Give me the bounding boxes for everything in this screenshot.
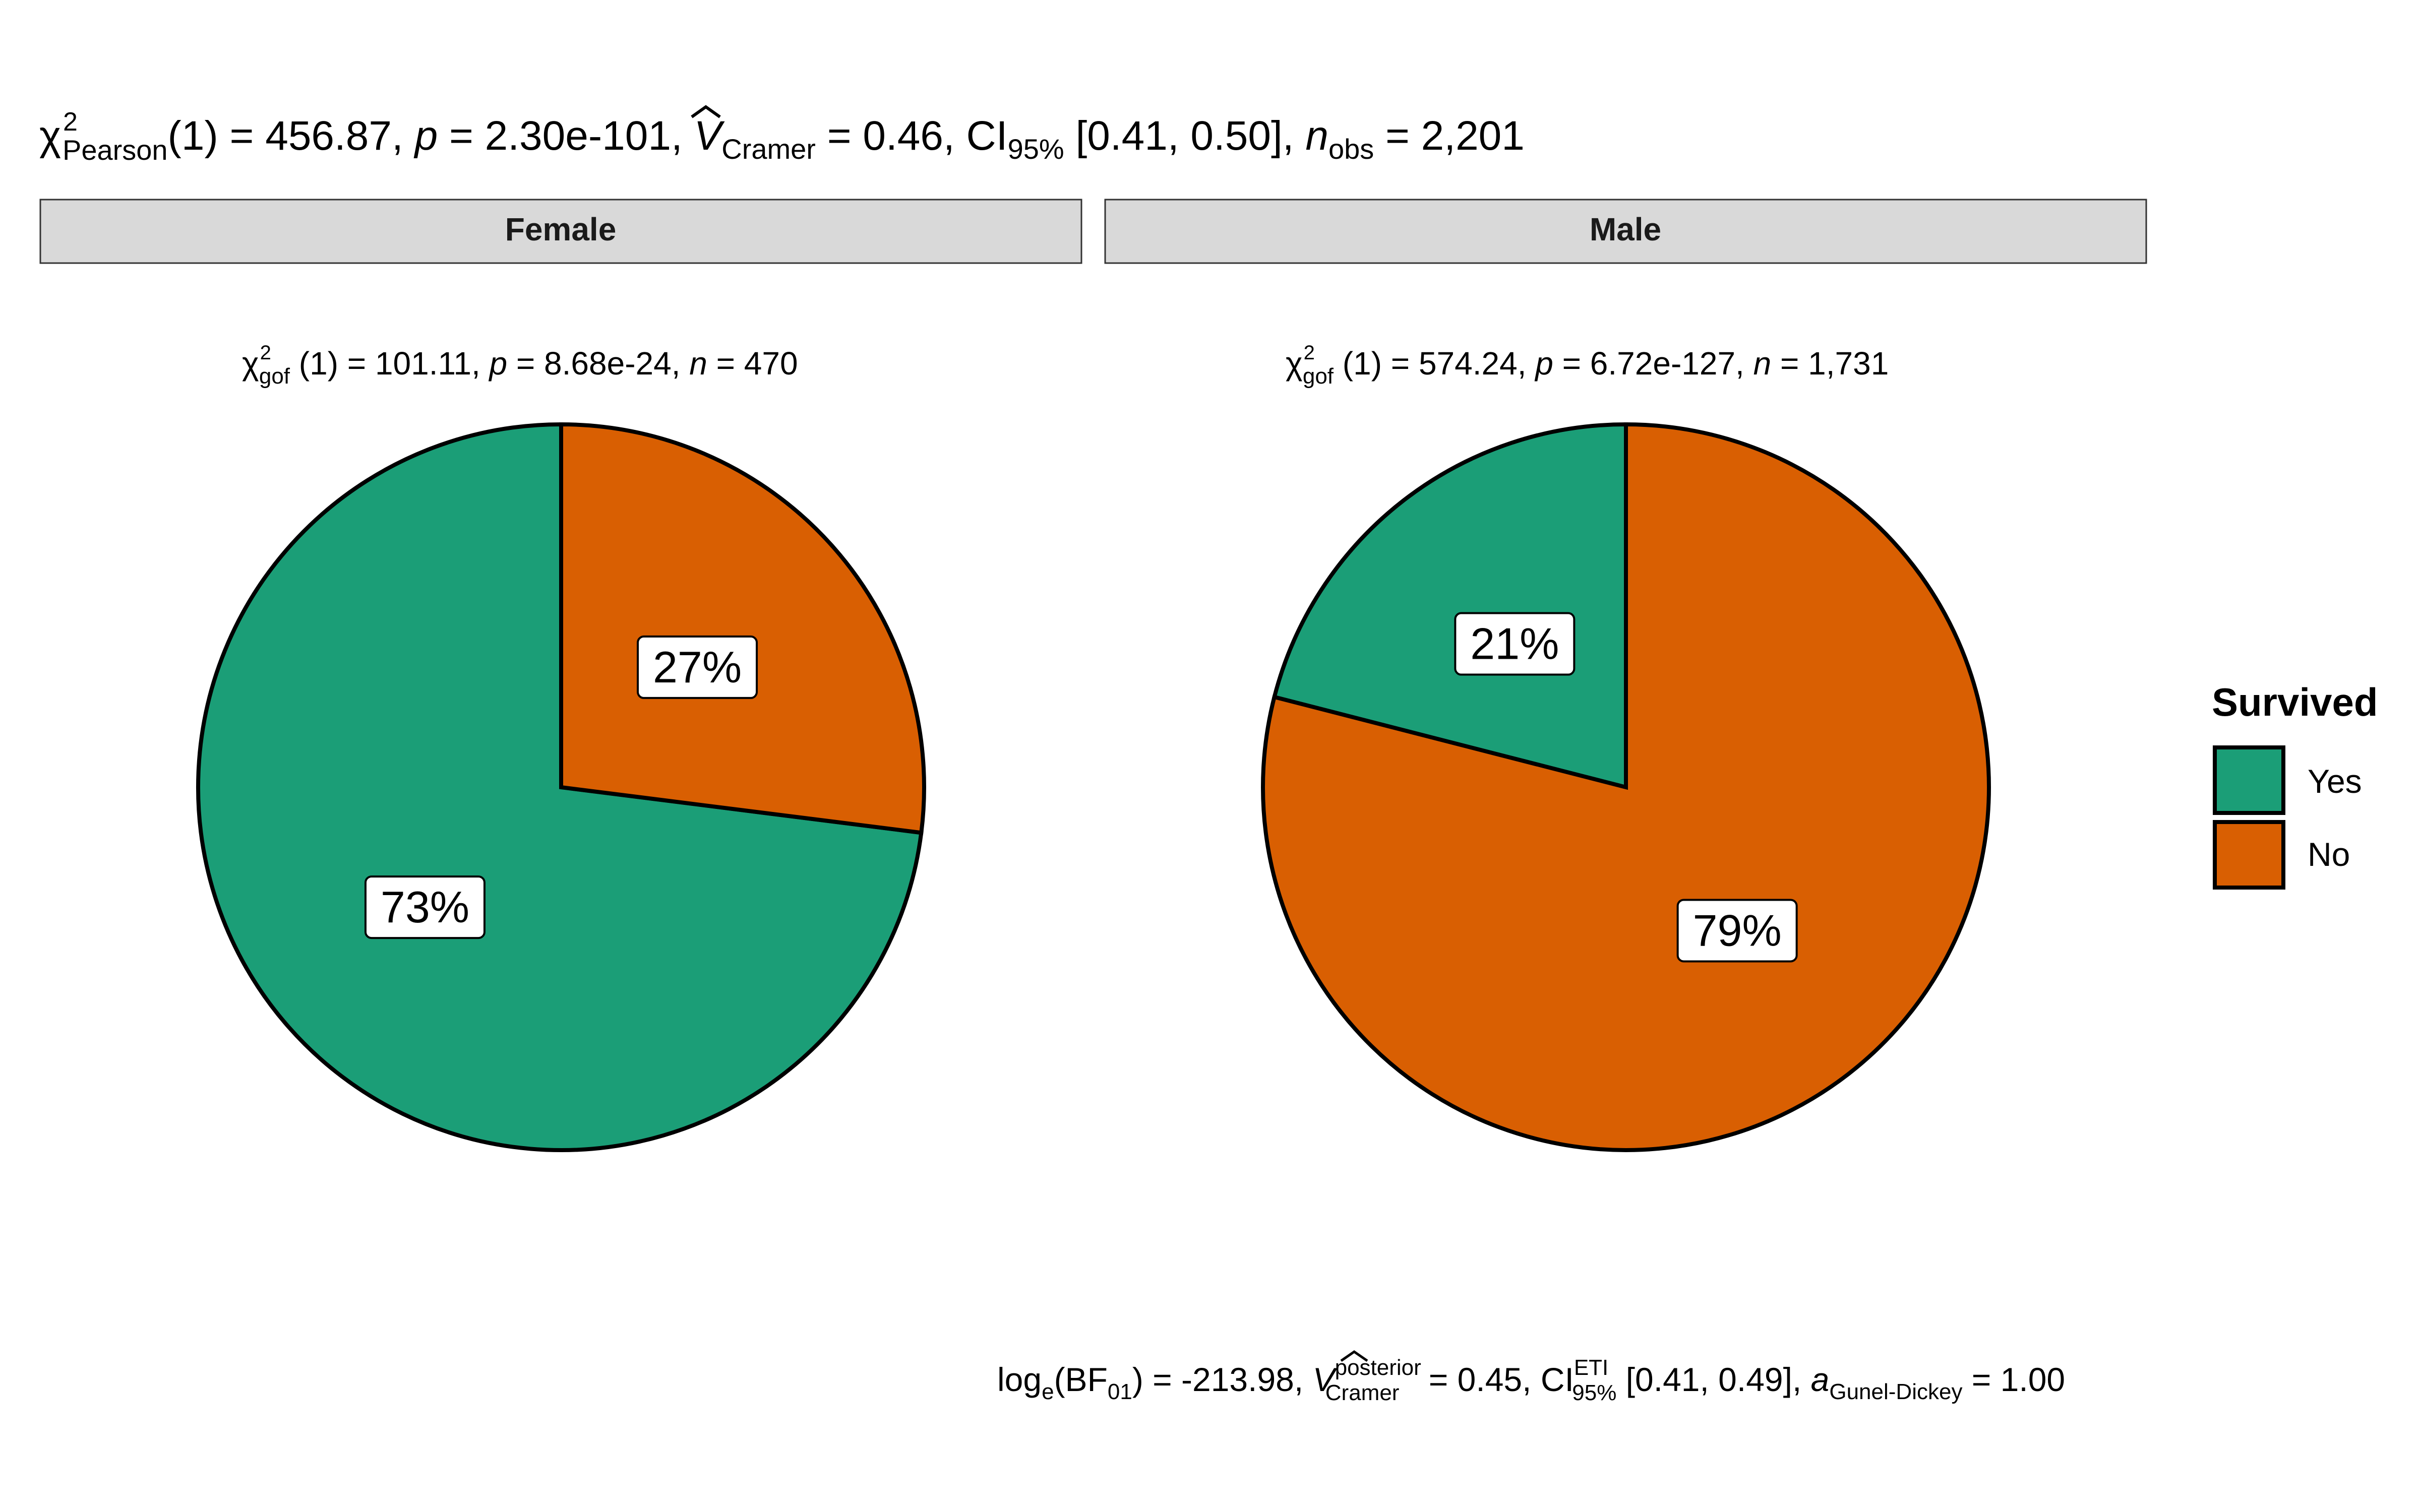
- legend-label-yes: Yes: [2308, 763, 2362, 800]
- title-sup: 2: [63, 107, 78, 137]
- female-slice-label-yes: 73%: [364, 875, 486, 939]
- female-subtitle-n-label: n: [689, 345, 707, 382]
- caption-v-hat: [1340, 1350, 1368, 1362]
- female-subtitle-stat: (1) = 101.11,: [290, 345, 490, 382]
- male-subtitle-sup: 2: [1304, 342, 1315, 364]
- caption-v-label: V: [1313, 1361, 1338, 1398]
- female-subtitle-chi: χ: [242, 345, 259, 382]
- title-sub: Pearson: [63, 134, 168, 166]
- legend-label-no: No: [2308, 836, 2350, 873]
- male-slice-label-yes: 21%: [1454, 612, 1576, 676]
- male-slice-label-box: [1676, 899, 1798, 963]
- male-subtitle-p-label: p: [1534, 345, 1553, 382]
- title-df: (1) = 456.87,: [168, 113, 415, 159]
- facet-strip-male: [1104, 199, 2147, 264]
- caption-v-sup: posterior: [1335, 1355, 1421, 1380]
- male-slice-label-box: [1454, 612, 1576, 676]
- female-slice-no: [559, 422, 926, 835]
- female-slice-label-no: 27%: [637, 635, 758, 699]
- legend-key-yes: [2213, 745, 2285, 815]
- caption-a-label: a: [1811, 1361, 1830, 1398]
- pie-female: 73% 27%: [196, 422, 926, 1152]
- female-slice-label-text: 73%: [381, 882, 469, 932]
- title-n-value: = 2,201: [1374, 113, 1525, 159]
- male-slice-label-text: 21%: [1470, 619, 1559, 669]
- caption-log: log: [997, 1361, 1042, 1398]
- female-subtitle-p-value: = 8.68e-24,: [507, 345, 689, 382]
- female-subtitle-sub: gof: [259, 364, 290, 389]
- caption-a-value: = 1.00: [1962, 1361, 2065, 1398]
- title-v-hat: [691, 105, 721, 118]
- male-slice-label-text: 79%: [1693, 905, 1782, 955]
- caption-v-value: = 0.45, CI: [1419, 1361, 1574, 1398]
- male-slice-yes: [1272, 422, 1628, 790]
- male-subtitle-stat: (1) = 574.24,: [1334, 345, 1535, 382]
- title-v-sub: Cramer: [721, 133, 816, 165]
- male-slice-label-no: 79%: [1676, 899, 1798, 963]
- title-v-value: = 0.46, CI: [816, 113, 1008, 159]
- title-p-label: p: [413, 113, 438, 159]
- female-slice-label-box: [637, 635, 758, 699]
- legend-title: Survived: [2212, 680, 2378, 724]
- caption-bf: (BF: [1054, 1361, 1108, 1398]
- female-slice-label-text: 27%: [653, 642, 742, 692]
- caption-ci-sup: ETI: [1574, 1355, 1608, 1380]
- caption-ci-sub: 95%: [1572, 1380, 1616, 1405]
- female-subtitle-n-value: = 470: [707, 345, 798, 382]
- male-subtitle: χ2 gof (1) = 574.24, p = 6.72e-127, n = 1…: [1286, 342, 1889, 389]
- legend-key-no: [2213, 820, 2285, 890]
- male-slice-no: [1261, 422, 1991, 1152]
- caption-log-sub: e: [1042, 1379, 1054, 1404]
- chart-title: χ2 Pearson(1) = 456.87, p = 2.30e-101, VC…: [39, 107, 1525, 166]
- title-chi: χ: [39, 113, 61, 159]
- title-ci-sub: 95%: [1008, 133, 1064, 165]
- chart-caption: loge(BF01) = -213.98, Vposterior Cramer =…: [997, 1355, 2065, 1405]
- male-subtitle-p-value: = 6.72e-127,: [1553, 345, 1753, 382]
- facet-strip-male-label: Male: [1590, 211, 1661, 247]
- male-subtitle-n-value: = 1,731: [1771, 345, 1889, 382]
- caption-a-sub: Gunel-Dickey: [1829, 1379, 1962, 1404]
- facet-strip-female-label: Female: [505, 211, 617, 247]
- title-n-label: n: [1305, 113, 1328, 159]
- title-p-value: = 2.30e-101,: [438, 113, 694, 159]
- caption-bf-sub: 01: [1108, 1379, 1132, 1404]
- title-v-label: V: [694, 113, 725, 159]
- female-subtitle-p-label: p: [489, 345, 508, 382]
- male-subtitle-chi: χ: [1286, 345, 1303, 382]
- male-subtitle-n-label: n: [1753, 345, 1772, 382]
- title-n-sub: obs: [1328, 133, 1374, 165]
- caption-ci-value: [0.41, 0.49],: [1616, 1361, 1810, 1398]
- caption-bf-value: ) = -213.98,: [1132, 1361, 1313, 1398]
- title-ci-value: [0.41, 0.50],: [1064, 113, 1306, 159]
- female-subtitle: χ2 gof (1) = 101.11, p = 8.68e-24, n = 47…: [242, 342, 798, 389]
- caption-v-sub: Cramer: [1325, 1380, 1400, 1405]
- pie-male: 21% 79%: [1261, 422, 1991, 1152]
- female-subtitle-sup: 2: [260, 342, 271, 364]
- facet-strip-female: [39, 199, 1082, 264]
- female-slice-label-box: [364, 875, 486, 939]
- male-subtitle-sub: gof: [1303, 364, 1334, 389]
